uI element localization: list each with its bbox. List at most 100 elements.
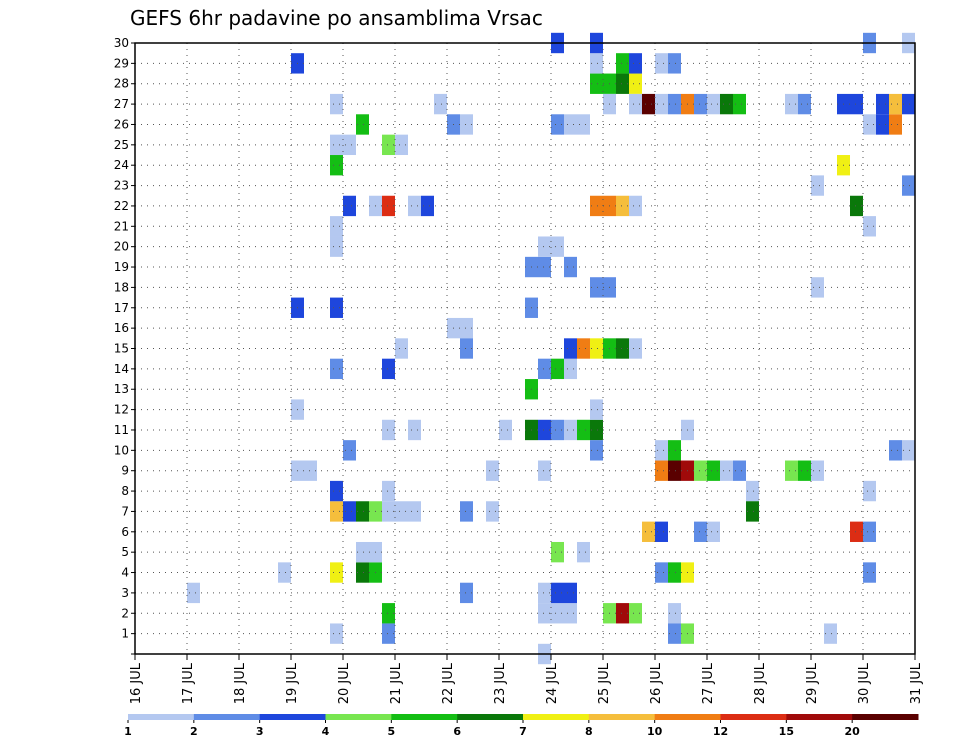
heatmap-cell bbox=[538, 256, 551, 278]
x-tick-label: 17 JUL bbox=[181, 662, 196, 704]
legend-label: 6 bbox=[453, 725, 461, 738]
legend-color-swatch bbox=[259, 714, 326, 720]
heatmap-cell bbox=[538, 460, 551, 481]
heatmap-cell bbox=[863, 480, 876, 502]
heatmap-cell bbox=[551, 358, 564, 380]
heatmap-cell bbox=[434, 93, 447, 115]
heatmap-cell bbox=[616, 53, 629, 74]
heatmap-cell bbox=[824, 623, 837, 644]
chart-title: GEFS 6hr padavine po ansamblima Vrsac bbox=[130, 6, 543, 30]
heatmap-cell bbox=[655, 521, 668, 542]
x-tick-label: 21 JUL bbox=[389, 662, 404, 704]
heatmap-cell bbox=[551, 236, 564, 257]
heatmap-cell bbox=[330, 155, 343, 176]
heatmap-cell bbox=[863, 521, 876, 542]
legend-color-swatch bbox=[654, 714, 721, 720]
y-tick-label: 2 bbox=[121, 606, 129, 620]
heatmap-cell bbox=[343, 195, 356, 217]
heatmap-cell bbox=[382, 134, 395, 156]
legend-color-swatch bbox=[457, 714, 524, 720]
y-tick-label: 23 bbox=[114, 179, 129, 193]
heatmap-cell bbox=[616, 338, 629, 359]
heatmap-cell bbox=[889, 93, 902, 115]
y-tick-label: 3 bbox=[121, 586, 129, 600]
y-tick-label: 26 bbox=[114, 117, 129, 131]
heatmap-cell bbox=[707, 460, 720, 481]
heatmap-cell bbox=[564, 603, 577, 624]
cells-layer bbox=[187, 32, 915, 665]
heatmap-cell bbox=[798, 93, 811, 115]
heatmap-cell bbox=[551, 582, 564, 604]
heatmap-cell bbox=[655, 93, 668, 115]
legend-color-swatch bbox=[852, 714, 919, 720]
y-tick-label: 21 bbox=[114, 219, 129, 233]
heatmap-cell bbox=[486, 501, 499, 522]
heatmap-cell bbox=[889, 114, 902, 135]
heatmap-cell bbox=[460, 338, 473, 359]
heatmap-cell bbox=[590, 195, 603, 217]
x-tick-label: 25 JUL bbox=[597, 662, 612, 704]
heatmap-cell bbox=[850, 521, 863, 542]
heatmap-cell bbox=[577, 541, 590, 563]
heatmap-cell bbox=[382, 480, 395, 502]
heatmap-cell bbox=[356, 562, 369, 583]
x-tick-label: 24 JUL bbox=[545, 662, 560, 704]
heatmap-cell bbox=[746, 480, 759, 502]
heatmap-cell bbox=[538, 582, 551, 604]
heatmap-cell bbox=[629, 338, 642, 359]
heatmap-cell bbox=[330, 236, 343, 257]
heatmap-cell bbox=[811, 460, 824, 481]
heatmap-cell bbox=[460, 317, 473, 339]
heatmap-cell bbox=[616, 195, 629, 217]
y-tick-label: 13 bbox=[114, 382, 129, 396]
heatmap-cell bbox=[382, 419, 395, 441]
heatmap-cell bbox=[655, 440, 668, 461]
heatmap-cell bbox=[330, 93, 343, 115]
y-tick-label: 1 bbox=[121, 627, 129, 641]
heatmap-cell bbox=[356, 114, 369, 135]
heatmap-cell bbox=[187, 582, 200, 604]
x-tick-label: 28 JUL bbox=[753, 662, 768, 704]
heatmap-cell bbox=[694, 93, 707, 115]
heatmap-cell bbox=[590, 53, 603, 74]
heatmap-cell bbox=[655, 53, 668, 74]
legend-label: 3 bbox=[256, 725, 264, 738]
heatmap-cell bbox=[590, 399, 603, 420]
y-tick-label: 24 bbox=[114, 158, 129, 172]
heatmap-cell bbox=[629, 195, 642, 217]
heatmap-cell bbox=[590, 73, 603, 94]
heatmap-cell bbox=[330, 562, 343, 583]
y-tick-label: 20 bbox=[114, 240, 129, 254]
x-tick-label: 20 JUL bbox=[337, 662, 352, 704]
legend-label: 10 bbox=[647, 725, 663, 738]
heatmap-cell bbox=[551, 603, 564, 624]
heatmap-cell bbox=[551, 114, 564, 135]
heatmap-cell bbox=[590, 338, 603, 359]
heatmap-cell bbox=[720, 93, 733, 115]
x-tick-label: 16 JUL bbox=[129, 662, 144, 704]
grid-layer bbox=[135, 43, 915, 654]
y-tick-label: 14 bbox=[114, 362, 129, 376]
heatmap-cell bbox=[668, 53, 681, 74]
y-tick-label: 4 bbox=[121, 566, 129, 580]
heatmap-cell bbox=[811, 175, 824, 196]
heatmap-cell bbox=[707, 521, 720, 542]
legend-color-swatch bbox=[391, 714, 458, 720]
legend-color-swatch bbox=[523, 714, 590, 720]
x-tick-label: 29 JUL bbox=[805, 662, 820, 704]
heatmap-cell bbox=[551, 419, 564, 441]
heatmap-cell bbox=[616, 603, 629, 624]
x-tick-label: 27 JUL bbox=[701, 662, 716, 704]
y-tick-label: 6 bbox=[121, 525, 129, 539]
legend-label: 4 bbox=[322, 725, 330, 738]
heatmap-cell bbox=[785, 93, 798, 115]
heatmap-cell bbox=[720, 460, 733, 481]
heatmap-cell bbox=[902, 93, 915, 115]
y-tick-label: 29 bbox=[114, 56, 129, 70]
heatmap-cell bbox=[642, 521, 655, 542]
x-tick-label: 26 JUL bbox=[649, 662, 664, 704]
heatmap-cell bbox=[590, 440, 603, 461]
y-tick-label: 8 bbox=[121, 484, 129, 498]
heatmap-cell bbox=[668, 623, 681, 644]
legend-label: 15 bbox=[779, 725, 794, 738]
